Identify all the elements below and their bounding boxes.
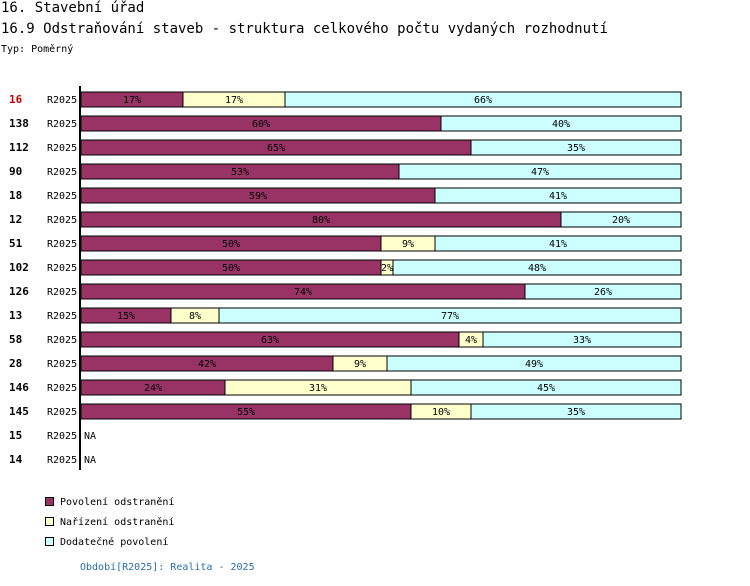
row-period: R2025 (47, 191, 77, 202)
row-label: 13 (9, 309, 22, 322)
bar-segment-dodatecne (482, 331, 682, 348)
data-label-povoleni: 53% (231, 167, 249, 178)
legend-label-povoleni: Povolení odstranění (60, 497, 175, 508)
row-period: R2025 (47, 407, 77, 418)
bar-segment-dodatecne (440, 115, 682, 132)
data-label-dodatecne: 49% (525, 359, 543, 370)
data-label-narizeni: 4% (465, 335, 477, 346)
row-label: 126 (9, 285, 29, 298)
row-label: 12 (9, 213, 22, 226)
bar-segment-dodatecne (434, 187, 682, 204)
period-footer: Období[R2025]: Realita - 2025 (80, 562, 255, 573)
data-label-dodatecne: 35% (567, 143, 585, 154)
row-label: 102 (9, 261, 29, 274)
legend-item-dodatecne: Dodatečné povolení (45, 536, 169, 549)
data-label-dodatecne: 77% (441, 311, 459, 322)
legend-label-narizeni: Nařízení odstranění (60, 517, 175, 528)
data-label-povoleni: 80% (312, 215, 330, 226)
legend-item-povoleni: Povolení odstranění (45, 496, 175, 509)
na-label: NA (84, 431, 96, 442)
legend-swatch-dodatecne (45, 536, 54, 546)
bar-segment-dodatecne (392, 259, 682, 276)
data-label-povoleni: 60% (252, 119, 270, 130)
row-label: 112 (9, 141, 29, 154)
row-period: R2025 (47, 335, 77, 346)
bar-segment-dodatecne (218, 307, 682, 324)
row-period: R2025 (47, 383, 77, 394)
legend-swatch-povoleni (45, 496, 54, 506)
data-label-dodatecne: 41% (549, 191, 567, 202)
data-label-povoleni: 50% (222, 239, 240, 250)
data-label-narizeni: 9% (402, 239, 414, 250)
row-period: R2025 (47, 167, 77, 178)
row-label: 51 (9, 237, 23, 250)
legend-item-narizeni: Nařízení odstranění (45, 516, 175, 529)
row-label: 28 (9, 357, 22, 370)
data-label-narizeni: 10% (432, 407, 450, 418)
data-label-dodatecne: 33% (573, 335, 591, 346)
na-label: NA (84, 455, 96, 466)
row-label: 18 (9, 189, 22, 202)
data-label-narizeni: 17% (225, 95, 243, 106)
row-period: R2025 (47, 215, 77, 226)
row-period: R2025 (47, 143, 77, 154)
data-label-dodatecne: 35% (567, 407, 585, 418)
stacked-bar-chart: 16 R2025 17% 17% 66% 138 R2025 60% 40% 112 R2025 65… (9, 86, 682, 470)
row-period: R2025 (47, 95, 77, 106)
data-label-povoleni: 24% (144, 383, 162, 394)
data-label-dodatecne: 48% (528, 263, 546, 274)
data-label-narizeni: 8% (189, 311, 201, 322)
row-period: R2025 (47, 119, 77, 130)
row-period: R2025 (47, 431, 77, 442)
legend-label-dodatecne: Dodatečné povolení (60, 537, 169, 548)
bar-segment-dodatecne (434, 235, 682, 252)
row-period: R2025 (47, 263, 77, 274)
data-label-povoleni: 74% (294, 287, 312, 298)
data-label-dodatecne: 41% (549, 239, 567, 250)
data-label-povoleni: 65% (267, 143, 285, 154)
row-label: 58 (9, 333, 22, 346)
row-period: R2025 (47, 311, 77, 322)
row-period: R2025 (47, 359, 77, 370)
data-label-povoleni: 50% (222, 263, 240, 274)
data-label-povoleni: 55% (237, 407, 255, 418)
row-label: 146 (9, 381, 29, 394)
row-label: 138 (9, 117, 29, 130)
row-period: R2025 (47, 239, 77, 250)
page-title: 16. Stavební úřad (1, 0, 145, 16)
bar-segment-dodatecne (386, 355, 682, 372)
bar-segment-dodatecne (470, 139, 682, 156)
data-label-dodatecne: 66% (474, 95, 492, 106)
row-period: R2025 (47, 287, 77, 298)
data-label-povoleni: 42% (198, 359, 216, 370)
row-period: R2025 (47, 455, 77, 466)
row-label: 14 (9, 453, 23, 466)
data-label-narizeni: 2% (381, 263, 393, 274)
data-label-narizeni: 31% (309, 383, 327, 394)
bar-segment-dodatecne (560, 211, 682, 228)
data-label-narizeni: 9% (354, 359, 366, 370)
data-label-povoleni: 63% (261, 335, 279, 346)
data-label-povoleni: 15% (117, 311, 135, 322)
data-label-dodatecne: 45% (537, 383, 555, 394)
data-label-dodatecne: 40% (552, 119, 570, 130)
chart-type-label: Typ: Poměrný (1, 44, 74, 55)
data-label-dodatecne: 47% (531, 167, 549, 178)
bar-segment-dodatecne (470, 403, 682, 420)
data-label-povoleni: 59% (249, 191, 267, 202)
row-label: 145 (9, 405, 29, 418)
bar-segment-dodatecne (398, 163, 682, 180)
bar-segment-dodatecne (410, 379, 682, 396)
data-label-dodatecne: 20% (612, 215, 630, 226)
chart-title: 16.9 Odstraňování staveb - struktura cel… (1, 21, 608, 37)
data-label-dodatecne: 26% (594, 287, 612, 298)
bar-segment-dodatecne (524, 283, 682, 300)
data-label-povoleni: 17% (123, 95, 141, 106)
row-label: 16 (9, 93, 23, 106)
row-label: 90 (9, 165, 22, 178)
legend-swatch-narizeni (45, 516, 54, 526)
row-label: 15 (9, 429, 22, 442)
bar-segment-dodatecne (284, 91, 682, 108)
